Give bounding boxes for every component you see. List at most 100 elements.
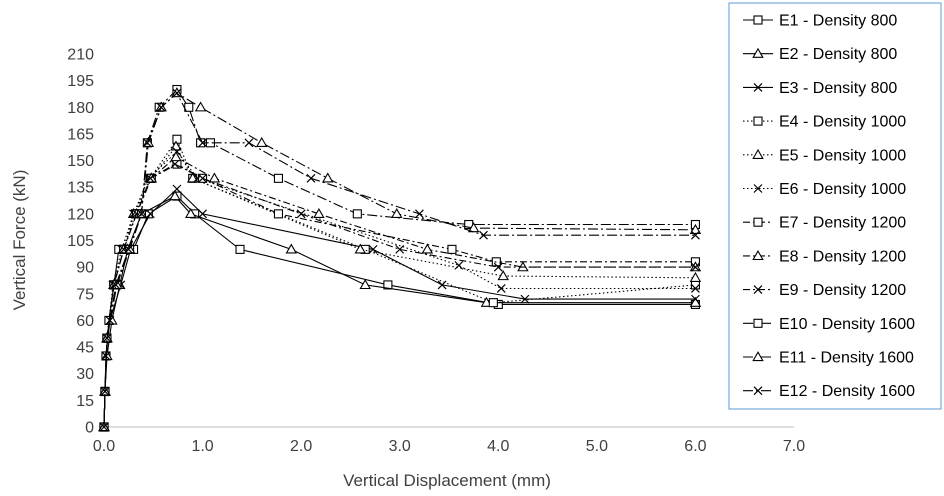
data-point [391, 207, 403, 219]
data-point [306, 173, 316, 183]
data-point [421, 243, 434, 254]
y-tick-label: 135 [67, 180, 94, 197]
series-line [103, 163, 696, 428]
data-point [395, 244, 405, 254]
legend-label: E4 - Density 1000 [779, 114, 906, 131]
legend-item: E10 - Density 1600 [743, 316, 915, 333]
y-tick-label: 0 [85, 420, 94, 437]
x-tick-label: 6.0 [684, 438, 706, 455]
y-tick-label: 15 [76, 393, 94, 410]
legend-item: E2 - Density 800 [743, 46, 897, 63]
x-tick-label: 0.0 [93, 438, 115, 455]
x-tick-label: 4.0 [487, 438, 509, 455]
series-11 [98, 87, 702, 432]
y-tick-label: 195 [67, 73, 94, 90]
legend-marker [753, 15, 763, 25]
data-point [100, 387, 110, 396]
data-point [172, 134, 182, 144]
legend-marker [753, 116, 763, 126]
data-point [244, 138, 254, 148]
series-7 [99, 159, 700, 432]
legend-item: E9 - Density 1200 [743, 282, 906, 299]
legend-marker [752, 148, 764, 159]
data-point [194, 101, 207, 112]
legend-item: E1 - Density 800 [743, 13, 897, 30]
legend-label: E3 - Density 800 [779, 80, 897, 97]
data-point [520, 294, 530, 304]
y-tick-label: 90 [76, 260, 94, 277]
data-point [454, 260, 464, 270]
data-point [145, 173, 155, 183]
series-12 [99, 88, 700, 432]
x-tick-label: 5.0 [586, 438, 608, 455]
y-tick-label: 210 [67, 47, 94, 64]
series-3 [99, 184, 700, 432]
series-line [103, 156, 696, 428]
y-tick-label: 105 [67, 233, 94, 250]
data-point [235, 244, 245, 254]
legend-marker [753, 318, 763, 328]
legend-item: E3 - Density 800 [743, 80, 897, 97]
data-point [285, 243, 298, 254]
data-point [111, 280, 121, 290]
legend-label: E9 - Density 1200 [779, 282, 906, 299]
legend-box [728, 2, 942, 410]
series-line [103, 195, 696, 428]
y-tick-label: 75 [76, 286, 94, 303]
data-point [137, 209, 146, 219]
data-point [383, 280, 393, 290]
data-point [170, 159, 180, 169]
data-point [105, 316, 115, 325]
series-line [103, 163, 696, 428]
legend-label: E5 - Density 1000 [779, 147, 906, 164]
data-point [322, 172, 334, 183]
series-line [103, 195, 696, 428]
data-point [186, 172, 199, 183]
x-tick-label: 7.0 [783, 438, 805, 455]
data-point [102, 333, 112, 343]
data-point [172, 88, 182, 98]
legend-item: E8 - Density 1200 [743, 248, 906, 265]
y-tick-label: 30 [76, 366, 94, 383]
legend-label: E2 - Density 800 [779, 46, 897, 63]
data-point [296, 209, 306, 219]
legend-label: E12 - Density 1600 [779, 383, 915, 400]
x-tick-label: 1.0 [191, 438, 213, 455]
series-1 [99, 191, 700, 432]
legend-label: E6 - Density 1000 [779, 181, 906, 198]
data-point [691, 262, 700, 272]
legend-label: E11 - Density 1600 [779, 350, 914, 367]
data-point [689, 223, 702, 234]
series-line [103, 92, 696, 428]
series-line [103, 92, 696, 428]
legend-label: E7 - Density 1200 [779, 215, 906, 232]
data-point [169, 190, 181, 201]
series-10 [99, 84, 700, 432]
data-point [691, 294, 700, 304]
data-point [359, 278, 371, 290]
legend-marker [753, 386, 763, 396]
legend-marker [753, 285, 763, 295]
data-point [142, 138, 152, 148]
y-axis-title: Vertical Force (kN) [10, 170, 29, 311]
y-tick-label: 45 [76, 340, 94, 357]
data-point [488, 298, 498, 308]
data-point [313, 207, 325, 219]
y-tick-label: 180 [67, 100, 94, 117]
data-point [198, 173, 207, 183]
data-point [208, 172, 221, 183]
data-point [497, 270, 509, 281]
data-point [352, 209, 362, 219]
data-point [496, 284, 506, 293]
legend-marker [752, 47, 764, 58]
y-axis-ticks: 0 15 30 45 60 75 90 105 120 135 150 165 180 195 210 [67, 47, 94, 437]
legend-label: E1 - Density 800 [779, 13, 897, 30]
data-point [156, 102, 166, 112]
legend-item: E5 - Density 1000 [743, 147, 906, 164]
legend-marker [752, 351, 764, 362]
legend-marker [753, 217, 763, 227]
legend-item: E7 - Density 1200 [743, 215, 906, 232]
data-point [415, 209, 424, 219]
data-point [273, 173, 284, 183]
